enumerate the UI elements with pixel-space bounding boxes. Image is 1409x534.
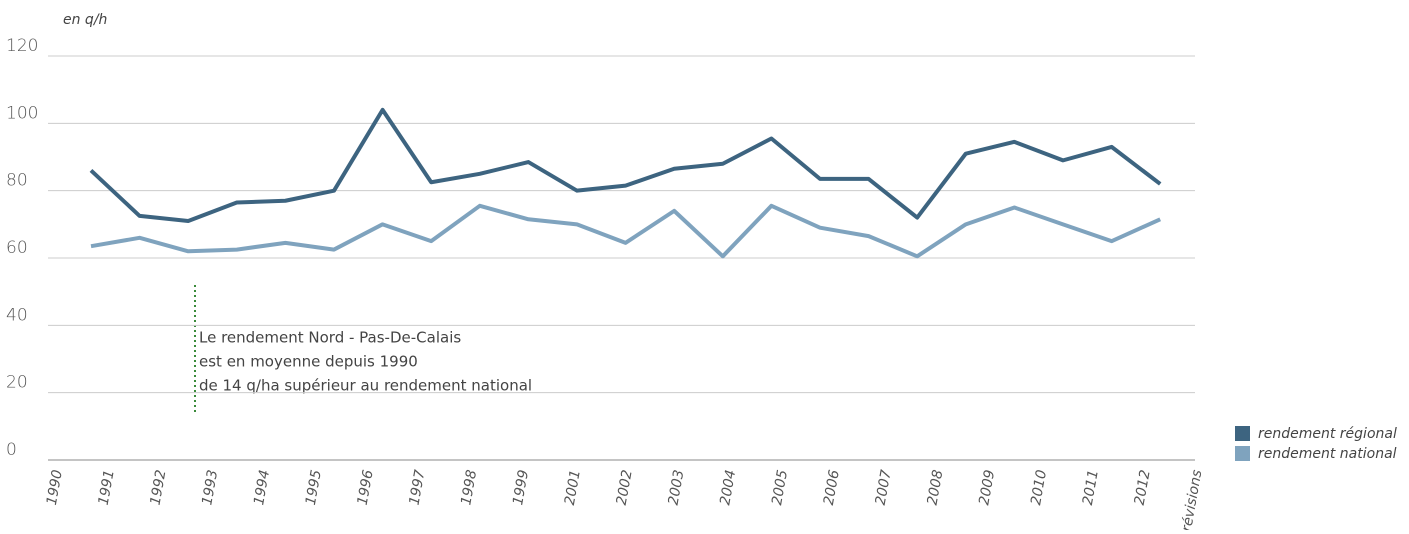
x-tick-label: 1995 (303, 469, 325, 507)
x-tick-label: 1999 (510, 469, 532, 507)
y-tick-label: 60 (6, 238, 28, 258)
x-tick-label: 2003 (666, 469, 688, 507)
legend-label: rendement national (1258, 446, 1397, 462)
x-tick-label: 2007 (873, 469, 895, 507)
data-line (91, 110, 1160, 221)
x-tick-label: 2004 (717, 469, 739, 507)
x-tick-label: 2012 (1132, 469, 1154, 507)
x-tick-label: 1992 (148, 469, 170, 507)
x-tick-label: 1994 (251, 469, 273, 507)
x-tick-label: 2009 (976, 469, 998, 507)
y-tick-label: 120 (6, 36, 38, 56)
legend-swatch (1235, 426, 1250, 441)
y-tick-label: 0 (6, 440, 17, 460)
y-tick-label: 100 (6, 103, 38, 123)
x-tick-label: 1991 (96, 469, 118, 507)
x-tick-label: prévisions (1177, 469, 1205, 530)
x-tick-label: 1997 (407, 469, 429, 507)
x-tick-label: 1996 (355, 469, 377, 507)
annotation: Le rendement Nord - Pas-De-Calais (199, 329, 461, 347)
chart: en q/h Le rendement Nord - Pas-De-Calais… (0, 0, 1409, 530)
data-line (91, 206, 1160, 257)
x-tick-label: 2008 (925, 469, 947, 507)
x-tick-label: 2010 (1028, 469, 1050, 507)
annotation: est en moyenne depuis 1990 (199, 353, 418, 371)
x-tick-label: 2006 (821, 469, 843, 507)
x-tick-label: 2011 (1080, 469, 1102, 507)
x-tick-label: 2001 (562, 469, 584, 507)
y-tick-label: 20 (6, 373, 28, 393)
x-tick-label: 1993 (199, 469, 221, 507)
x-tick-label: 1990 (44, 469, 66, 507)
y-tick-label: 80 (6, 171, 28, 191)
legend-label: rendement régional (1258, 426, 1397, 442)
y-tick-label: 40 (6, 305, 28, 325)
legend-swatch (1235, 446, 1250, 461)
unit-label: en q/h (63, 12, 107, 28)
x-tick-label: 2005 (769, 469, 791, 507)
x-tick-label: 2002 (614, 469, 636, 507)
x-tick-label: 1998 (458, 469, 480, 507)
annotation: de 14 q/ha supérieur au rendement nation… (199, 377, 532, 395)
